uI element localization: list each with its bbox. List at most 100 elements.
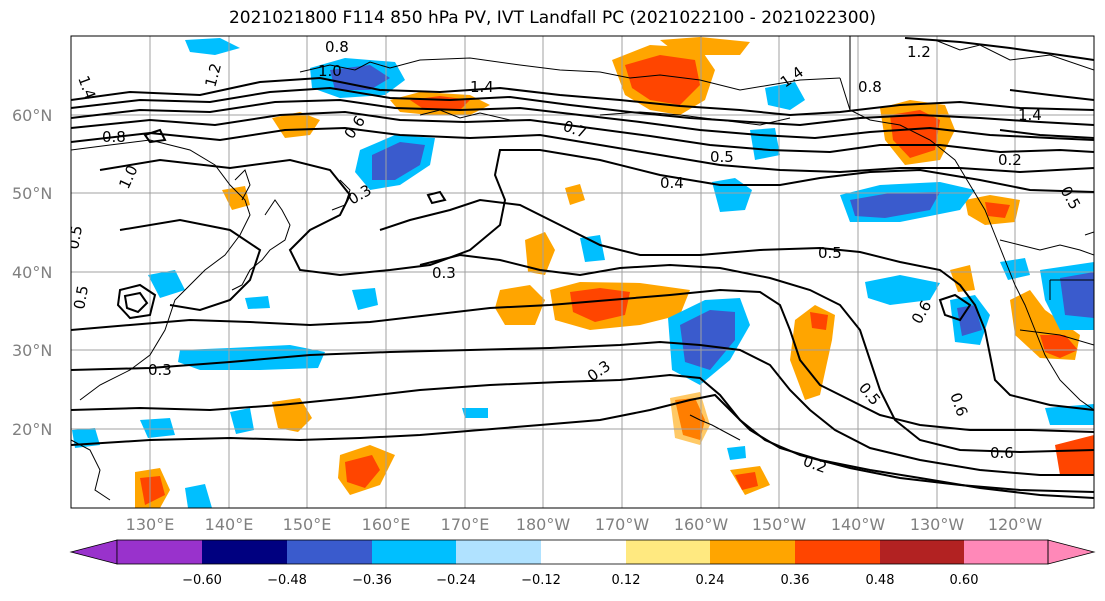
colorbar-bin [795,540,880,564]
lon-label: 170°E [441,515,490,534]
contour-label: 0.8 [325,38,349,56]
negative-anomaly-patch [712,178,752,212]
negative-anomaly-patch [850,192,940,218]
lat-label: 20°N [12,420,52,439]
positive-anomaly-patch [495,285,545,325]
colorbar-tick: −0.12 [521,573,561,588]
negative-anomaly-patch [865,275,940,305]
positive-anomaly-patch [810,312,828,330]
negative-anomaly-patch [765,82,805,110]
negative-anomaly-patch [372,142,425,180]
positive-anomaly-patch [1055,435,1094,475]
lon-label: 120°W [988,515,1043,534]
lat-label: 40°N [12,263,52,282]
colorbar-tick: −0.24 [436,573,476,588]
contour-label: 0.6 [990,444,1014,462]
colorbar-bin [117,540,202,564]
negative-anomaly-patch [680,310,735,370]
negative-anomaly-patch [727,446,746,460]
positive-anomaly-patch [272,398,312,432]
lat-label: 50°N [12,184,52,203]
positive-anomaly-patch [1040,335,1078,358]
negative-anomaly-patch [185,38,240,55]
lon-label: 130°E [126,515,175,534]
colorbar-tick: 0.48 [866,573,895,588]
negative-anomaly-patch [750,128,780,160]
contour-label: 0.5 [710,148,734,166]
colorbar-bin [287,540,372,564]
colorbar-tick: 0.60 [950,573,979,588]
positive-anomaly-patch [140,476,165,505]
pv-contours [71,37,1094,499]
negative-anomaly-patch [245,296,270,309]
longitude-labels: 130°E 140°E 150°E 160°E 170°E 180°W 170°… [126,515,1043,534]
contour-label: 0.5 [818,244,842,262]
positive-anomaly-patch [985,202,1010,218]
colorbar-tick: 0.24 [696,573,725,588]
colorbar-tick: −0.48 [267,573,307,588]
contour-label: 1.0 [318,62,342,80]
positive-anomaly-patch [345,455,380,488]
contour-label: 0.5 [70,284,92,311]
colorbar-bin [372,540,456,564]
contour-label: 0.8 [858,78,882,96]
lon-label: 160°W [674,515,729,534]
lon-label: 170°W [595,515,650,534]
map-title: 2021021800 F114 850 hPa PV, IVT Landfall… [228,8,876,28]
lon-label: 150°W [752,515,807,534]
contour-label: 0.8 [102,128,126,146]
contour-label: 1.4 [470,78,494,96]
contour-label: 0.3 [148,361,172,379]
positive-anomaly-patch [570,288,630,322]
negative-anomaly-patch [148,270,185,298]
negative-anomaly-patch [140,418,175,438]
colorbar-bin [541,540,626,564]
positive-anomaly-patch [625,55,700,105]
lat-label: 30°N [12,341,52,360]
colorbar-tick: −0.60 [182,573,222,588]
contour-label: 1.4 [1018,106,1042,124]
colorbar-bin [710,540,795,564]
coastlines [71,36,1094,501]
negative-anomaly-patch [580,235,605,262]
lat-label: 60°N [12,106,52,125]
negative-anomaly-patch [957,305,982,336]
latitude-labels: 60°N 50°N 40°N 30°N 20°N [12,106,52,439]
colorbar-tick: −0.36 [352,573,392,588]
lon-label: 140°E [205,515,254,534]
colorbar-extend-high [1047,539,1096,565]
positive-anomaly-patch [660,37,750,55]
colorbar-tick: 0.36 [781,573,810,588]
positive-anomaly-patch [735,472,758,490]
colorbar-extend-low [69,539,118,565]
lon-label: 180°W [516,515,571,534]
contour-label: 0.3 [432,264,456,282]
colorbar-bin [456,540,541,564]
positive-anomaly-patch [525,232,555,275]
map-border [70,35,1095,509]
negative-anomaly-patch [1060,272,1094,318]
negative-anomaly-patch [230,408,254,434]
colorbar-bin [964,540,1048,564]
lon-label: 130°W [910,515,965,534]
negative-anomaly-patch [185,484,212,508]
contour-label: 0.2 [998,151,1022,169]
colorbar-bin [880,540,964,564]
contour-label: 0.4 [660,174,684,192]
negative-anomaly-patch [462,408,488,418]
contour-label: 1.2 [907,43,931,61]
colorbar-tick: 0.12 [612,573,641,588]
contour-label: 0.5 [64,224,86,251]
positive-anomaly-patch [565,184,585,205]
colorbar-bin [626,540,710,564]
lon-label: 140°W [831,515,886,534]
colorbar-bin [202,540,287,564]
contour-label: 1.2 [201,61,225,89]
positive-anomaly-patch [670,392,710,445]
lon-label: 150°E [283,515,332,534]
positive-anomaly-patch [272,112,320,138]
lon-label: 160°E [362,515,411,534]
negative-anomaly-patch [352,288,378,310]
colorbar: −0.60 −0.48 −0.36 −0.24 −0.12 0.12 0.24 … [69,539,1096,588]
